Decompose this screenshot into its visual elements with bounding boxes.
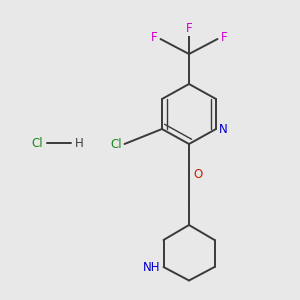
Text: F: F (151, 31, 158, 44)
Text: F: F (186, 22, 192, 35)
Text: N: N (219, 123, 228, 136)
Text: Cl: Cl (110, 137, 122, 151)
Text: F: F (220, 31, 227, 44)
Text: O: O (194, 167, 203, 181)
Text: H: H (74, 136, 83, 150)
Text: Cl: Cl (31, 136, 43, 150)
Text: NH: NH (143, 261, 160, 274)
